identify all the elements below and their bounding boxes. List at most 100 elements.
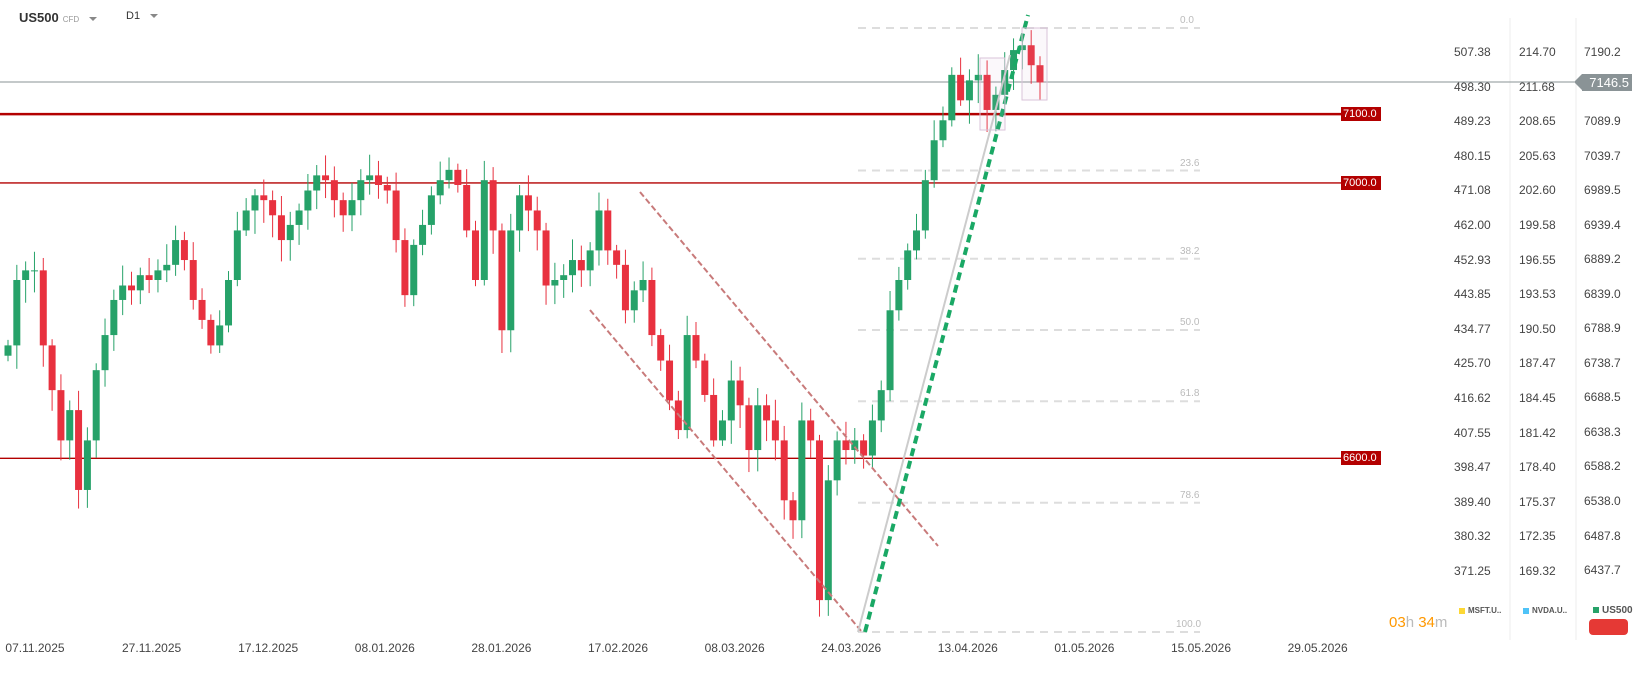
chevron-down-icon xyxy=(150,14,159,19)
candle-body xyxy=(410,244,418,296)
candle-body xyxy=(1010,50,1018,71)
current-price-badge: 7146.5 xyxy=(1574,74,1632,91)
fib-level-label: 61.8 xyxy=(1180,388,1200,400)
level-label[interactable]: 7000.0 xyxy=(1341,175,1381,190)
candle-body xyxy=(295,210,303,225)
candle-body xyxy=(710,394,718,441)
date-axis-label: 15.05.2026 xyxy=(1170,641,1232,655)
candle-body xyxy=(586,250,594,271)
candle xyxy=(736,366,744,429)
nvda-axis-label: 214.70 xyxy=(1519,45,1556,59)
candle-body xyxy=(683,335,691,431)
candle xyxy=(154,259,162,293)
candle xyxy=(965,69,973,124)
msft-axis-label: 425.70 xyxy=(1454,356,1491,371)
candle-body xyxy=(577,260,585,271)
candle-body xyxy=(357,180,365,201)
chevron-down-icon xyxy=(89,16,98,21)
horizontal-levels[interactable] xyxy=(0,112,1341,459)
candle xyxy=(480,160,488,286)
level-label[interactable]: 6600.0 xyxy=(1341,451,1381,466)
candle xyxy=(251,189,259,234)
candle-body xyxy=(313,175,321,191)
candle-body xyxy=(145,275,153,280)
date-axis-label: 29.05.2026 xyxy=(1287,641,1348,655)
nvda-axis-label: 211.68 xyxy=(1519,79,1555,94)
candle-body xyxy=(639,279,647,291)
candle xyxy=(868,404,876,468)
candle-body xyxy=(401,240,409,296)
candle-body xyxy=(780,440,788,501)
candle xyxy=(207,314,215,354)
candle xyxy=(30,251,38,293)
candle xyxy=(436,161,444,205)
candle xyxy=(569,239,577,293)
legend-nvda[interactable]: NVDA.U.. xyxy=(1523,606,1567,615)
legend-label: US500 xyxy=(1602,605,1633,616)
msft-axis-label: 471.08 xyxy=(1454,183,1491,198)
candle-body xyxy=(57,390,65,441)
price-axis-label: 7089.9 xyxy=(1584,114,1621,129)
candle xyxy=(657,328,665,371)
candle-body xyxy=(251,195,259,211)
candle-body xyxy=(648,279,656,336)
candle xyxy=(974,54,982,104)
candle xyxy=(1036,56,1044,101)
candle-body xyxy=(92,370,100,441)
range-box[interactable] xyxy=(979,57,1006,131)
candle-body xyxy=(189,260,197,300)
price-axis-label: 6688.5 xyxy=(1584,390,1621,405)
fib-level-label: 100.0 xyxy=(1176,619,1202,630)
trend-line-gray[interactable] xyxy=(857,54,1011,633)
candle-body xyxy=(974,74,982,81)
candle xyxy=(57,374,65,461)
candle xyxy=(771,399,779,461)
candle xyxy=(357,169,365,216)
candle xyxy=(392,172,400,253)
candle-body xyxy=(842,440,850,451)
candle xyxy=(692,321,700,369)
candle-body xyxy=(322,175,330,181)
candle-body xyxy=(877,390,885,421)
channel-upper-line[interactable] xyxy=(639,191,939,547)
candle xyxy=(339,192,347,232)
candle-body xyxy=(745,405,753,451)
candle xyxy=(322,155,330,199)
candle xyxy=(939,106,947,148)
candle xyxy=(471,220,479,287)
fib-level-label: 38.2 xyxy=(1180,245,1200,257)
level-label[interactable]: 7100.0 xyxy=(1341,107,1381,122)
candle-body xyxy=(560,275,568,280)
candle-body xyxy=(569,260,577,276)
trade-button[interactable] xyxy=(1589,619,1628,635)
candle xyxy=(163,244,171,283)
candle-body xyxy=(886,310,894,391)
candle xyxy=(860,434,868,469)
trend-line-green[interactable] xyxy=(863,14,1030,633)
candle xyxy=(348,182,356,232)
candle xyxy=(498,223,506,353)
range-box[interactable] xyxy=(1021,27,1048,101)
candle-body xyxy=(127,285,135,291)
candle-body xyxy=(1027,45,1035,66)
legend-us500[interactable]: US500 xyxy=(1593,605,1633,616)
candle xyxy=(710,378,718,447)
candle xyxy=(366,154,374,195)
timeframe-selector[interactable]: D1 xyxy=(126,10,159,22)
candle-body xyxy=(4,345,12,356)
nvda-axis-label: 208.65 xyxy=(1519,114,1556,129)
candle xyxy=(798,402,806,539)
nvda-axis-label: 175.37 xyxy=(1519,494,1556,509)
candle-body xyxy=(348,200,356,216)
price-axis-label: 6939.4 xyxy=(1584,217,1621,232)
symbol-selector[interactable]: US500 CFD xyxy=(19,10,98,25)
candle-body xyxy=(392,190,400,241)
channel-lower-line[interactable] xyxy=(589,309,863,633)
candle xyxy=(930,120,938,188)
fibonacci-retracement[interactable] xyxy=(858,27,1200,633)
candle-body xyxy=(39,270,47,346)
date-axis-label: 17.02.2026 xyxy=(587,641,649,655)
candle-body xyxy=(965,80,973,101)
legend-msft[interactable]: MSFT.U.. xyxy=(1459,606,1501,615)
